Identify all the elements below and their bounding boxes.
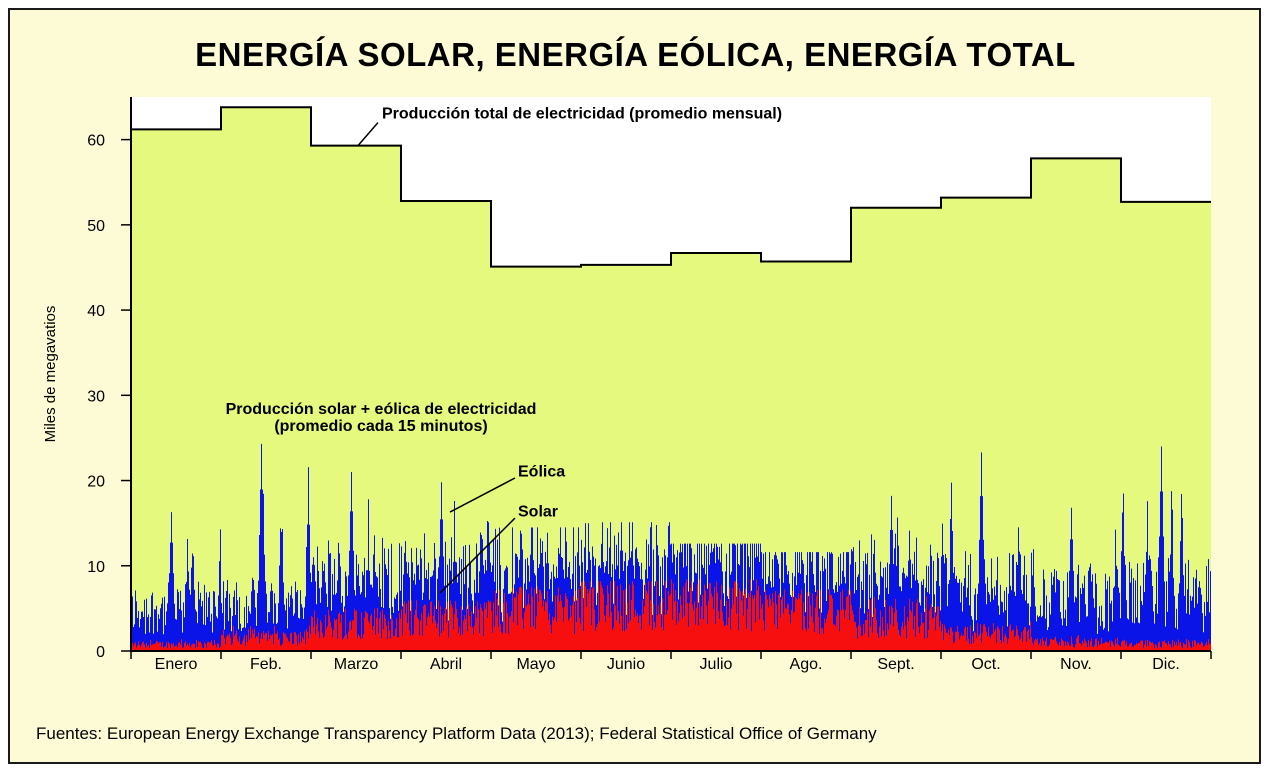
x-tick-label: Ago. — [790, 656, 823, 673]
x-tick-label: Sept. — [877, 656, 914, 673]
wind-leader-line — [449, 477, 516, 513]
solar-leader-line — [439, 517, 516, 594]
y-tick-label: 20 — [87, 474, 105, 491]
y-axis: 0 10 20 30 40 50 60 — [87, 97, 132, 661]
total-production-step-line — [131, 106, 1211, 268]
y-tick-label: 10 — [87, 559, 105, 576]
renewables-annotation-line1: Producción solar + eólica de electricida… — [226, 401, 537, 418]
x-tick-label: Abril — [430, 656, 462, 673]
x-tick-label: Junio — [607, 656, 645, 673]
solar-area — [131, 579, 1211, 651]
wind-annotation: Eólica — [518, 463, 565, 480]
renewables-annotation-line2: (promedio cada 15 minutos) — [274, 418, 487, 435]
x-axis: Enero Feb. Marzo Abril Mayo Junio Julio Ago. Sep… — [130, 650, 1212, 673]
y-tick-label: 0 — [96, 644, 105, 661]
x-tick-label: Dic. — [1152, 656, 1180, 673]
x-tick-label: Feb. — [250, 656, 282, 673]
chart-title: ENERGÍA SOLAR, ENERGÍA EÓLICA, ENERGÍA T… — [195, 36, 1076, 73]
x-tick-label: Julio — [700, 656, 733, 673]
x-tick-label: Nov. — [1060, 656, 1092, 673]
y-tick-label: 30 — [87, 388, 105, 405]
total-leader-line — [357, 122, 379, 147]
solar-annotation: Solar — [518, 503, 558, 520]
x-tick-label: Oct. — [971, 656, 1000, 673]
x-tick-label: Enero — [155, 656, 198, 673]
wind-area — [131, 443, 1211, 651]
y-axis-title: Miles de megavatios — [42, 306, 59, 443]
y-tick-label: 50 — [87, 218, 105, 235]
y-tick-label: 60 — [87, 133, 105, 150]
total-annotation: Producción total de electricidad (promed… — [382, 105, 782, 122]
x-tick-label: Marzo — [334, 656, 379, 673]
x-tick-label: Mayo — [516, 656, 555, 673]
source-note: Fuentes: European Energy Exchange Transp… — [36, 724, 877, 743]
annotations: Producción total de electricidad (promed… — [226, 105, 782, 594]
y-tick-label: 40 — [87, 303, 105, 320]
total-production-area — [131, 107, 1211, 652]
